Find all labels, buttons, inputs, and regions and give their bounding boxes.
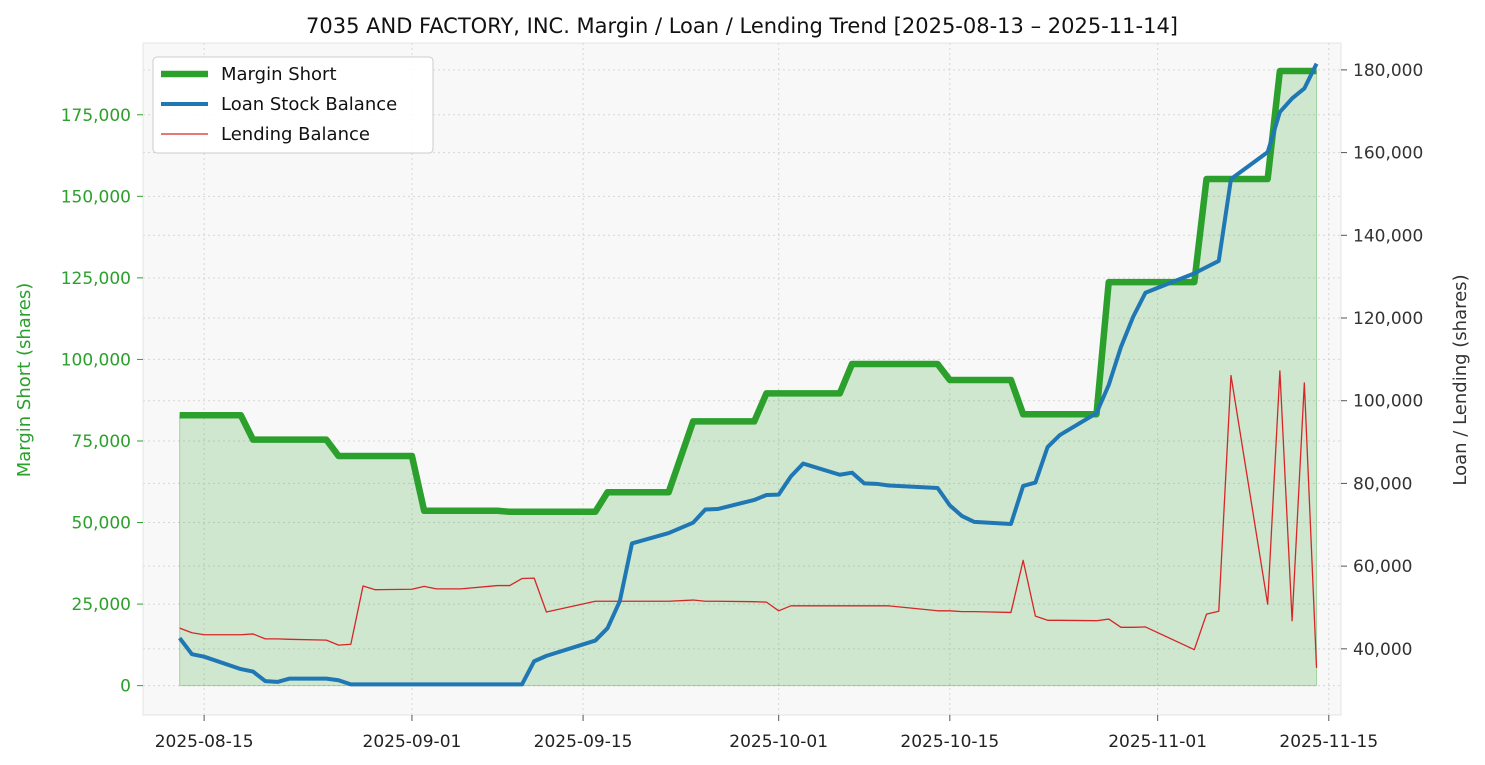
plot-background (143, 43, 1341, 715)
y-right-tick-label: 180,000 (1353, 61, 1423, 81)
y-right-tick-label: 120,000 (1353, 309, 1423, 329)
plot-frame (142, 42, 1342, 716)
series-layer (178, 62, 1319, 687)
y-right-tick-label: 80,000 (1353, 474, 1412, 494)
y-left-tick-label: 100,000 (61, 350, 131, 370)
x-tick-label: 2025-10-01 (729, 732, 828, 752)
y-left-tick-label: 0 (120, 677, 131, 697)
series-line-lending-balance (179, 370, 1318, 668)
legend: Margin Short Loan Stock Balance Lending Ba… (152, 56, 434, 154)
legend-label: Loan Stock Balance (221, 94, 397, 115)
legend-box (152, 56, 434, 154)
y-right-tick-label: 140,000 (1353, 226, 1423, 246)
x-tick-label: 2025-11-01 (1108, 732, 1207, 752)
series-line-loan-stock-balance (178, 62, 1319, 687)
series-line-margin-short (179, 67, 1317, 516)
y-left-tick-label: 150,000 (61, 187, 131, 207)
y-right-tick-label: 60,000 (1353, 557, 1412, 577)
x-tick-label: 2025-09-15 (534, 732, 633, 752)
x-tick-label: 2025-10-15 (900, 732, 999, 752)
x-tick-label: 2025-11-15 (1279, 732, 1378, 752)
y-left-tick-label: 50,000 (72, 514, 131, 534)
y-right-tick-label: 160,000 (1353, 144, 1423, 164)
y-right-tick-label: 40,000 (1353, 640, 1412, 660)
y-axis-right-label: Loan / Lending (shares) (1450, 274, 1471, 485)
axes-layer: 2025-08-15 2025-09-01 2025-09-15 2025-10-01… (61, 42, 1423, 752)
y-left-tick-label: 25,000 (72, 595, 131, 615)
y-left-tick-label: 125,000 (61, 269, 131, 289)
legend-label: Lending Balance (221, 124, 370, 145)
x-tick-label: 2025-09-01 (363, 732, 462, 752)
y-right-tick-label: 100,000 (1353, 392, 1423, 412)
x-tick-label: 2025-08-15 (155, 732, 254, 752)
chart-title: 7035 AND FACTORY, INC. Margin / Loan / L… (306, 14, 1178, 38)
y-left-tick-label: 75,000 (72, 432, 131, 452)
y-left-tick-label: 175,000 (61, 106, 131, 126)
grid (143, 43, 1341, 715)
y-axis-left-label: Margin Short (shares) (14, 283, 35, 478)
legend-label: Margin Short (221, 64, 337, 85)
